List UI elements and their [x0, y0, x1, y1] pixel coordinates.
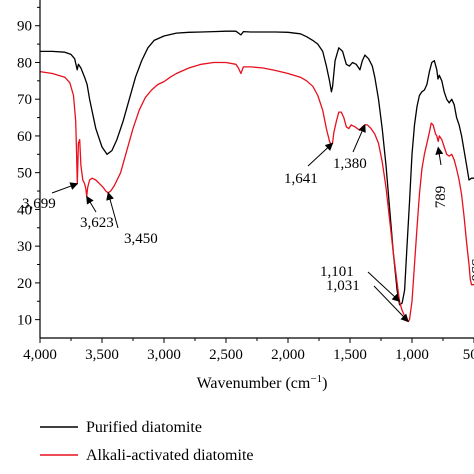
x-tick-label: 2,000: [271, 347, 305, 363]
annotation-arrow-7: [435, 146, 444, 166]
series-line-0: [40, 30, 474, 306]
x-axis-title: Wavenumber (cm−1): [197, 373, 328, 392]
annotation-arrow-4: [352, 123, 366, 153]
y-tick-label: 10: [17, 313, 32, 329]
series-layer: [39, 30, 474, 323]
y-tick-label: 20: [17, 276, 32, 292]
annotation-label-3: 1,641: [284, 171, 318, 187]
y-tick-label: 90: [17, 19, 32, 35]
annotation-label-6: 1,031: [326, 278, 360, 294]
annotation-arrow-0: [51, 182, 79, 194]
y-tick-label: 50: [17, 166, 32, 182]
y-tick-label: 40: [17, 202, 32, 218]
legend-label-1: Alkali-activated diatomite: [86, 447, 254, 464]
legend: Purified diatomite Alkali-activated diato…: [40, 419, 254, 464]
y-tick-label: 80: [17, 55, 32, 71]
annotation-label-8: 536: [468, 259, 474, 282]
x-tick-label: 1,000: [395, 347, 429, 363]
annotation-label-4: 1,380: [333, 156, 367, 172]
annotation-arrow-2: [106, 191, 119, 229]
y-tick-label: 30: [17, 239, 32, 255]
x-tick-label: 500: [463, 347, 474, 363]
annotation-arrow-1: [86, 195, 97, 213]
series-line-1: [39, 61, 474, 323]
annotation-arrow-5: [367, 271, 401, 302]
x-tick-label: 1,500: [333, 347, 367, 363]
annotation-label-5: 1,101: [320, 264, 354, 280]
x-tick-label: 2,500: [209, 347, 243, 363]
y-tick-label: 60: [17, 129, 32, 145]
annotation-label-0: 3,699: [22, 196, 56, 212]
annotation-arrow-3: [307, 142, 334, 167]
axes-layer: 10 20 30 40 50 60 70 80 90 4,000 3,500 3,000 2,500 2,…: [17, 0, 474, 392]
x-tick-label: 3,000: [147, 347, 181, 363]
annotation-label-7: 789: [433, 186, 449, 209]
y-tick-label: 70: [17, 92, 32, 108]
x-tick-label: 4,000: [23, 347, 57, 363]
annotation-label-1: 3,623: [80, 215, 114, 231]
x-tick-label: 3,500: [85, 347, 119, 363]
legend-label-0: Purified diatomite: [86, 419, 202, 436]
annotation-arrow-6: [373, 285, 409, 323]
annotation-label-2: 3,450: [124, 231, 158, 247]
